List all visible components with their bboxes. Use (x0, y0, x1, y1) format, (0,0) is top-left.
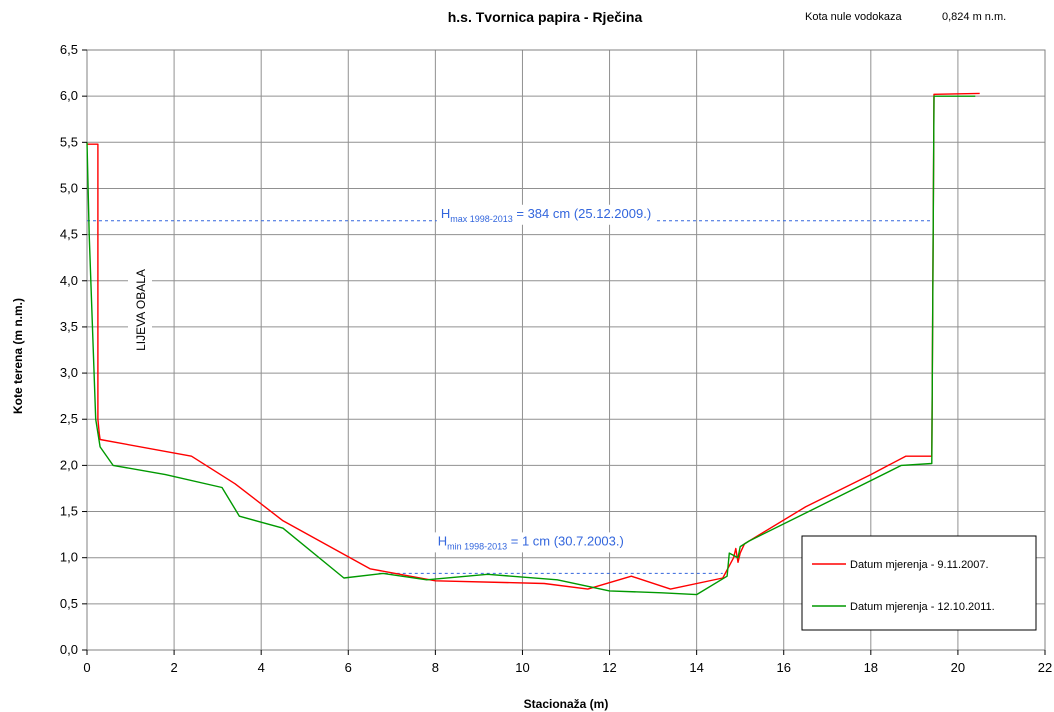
y-tick-label: 4,0 (60, 273, 78, 288)
x-axis-label: Stacionaža (m) (524, 697, 609, 711)
plot-area (86, 49, 1046, 651)
y-tick-label: 1,5 (60, 504, 78, 519)
chart-title: h.s. Tvornica papira - Rječina (448, 9, 643, 25)
x-tick-label: 8 (432, 660, 439, 675)
x-tick-label: 12 (602, 660, 616, 675)
x-tick-label: 22 (1038, 660, 1052, 675)
axis-ticks: 0 2 4 6 8 10 12 14 16 18 20 22 0,0 0,5 1,0 1,5 2,0 2,5 3,0… (60, 42, 1052, 675)
y-tick-label: 6,0 (60, 88, 78, 103)
y-tick-label: 0,0 (60, 642, 78, 657)
x-tick-label: 4 (258, 660, 265, 675)
y-tick-label: 4,5 (60, 227, 78, 242)
y-axis-label: Kote terena (m n.m.) (11, 298, 25, 414)
y-tick-label: 1,0 (60, 550, 78, 565)
y-tick-label: 5,0 (60, 180, 78, 195)
legend: Datum mjerenja - 9.11.2007. Datum mjeren… (801, 535, 1037, 631)
y-tick-label: 5,5 (60, 134, 78, 149)
reference-lines: Hmax 1998-2013 = 384 cm (25.12.2009.) Hmi… (87, 204, 932, 574)
x-tick-label: 14 (689, 660, 703, 675)
annotation-background (433, 532, 628, 553)
bank-label: LIJEVA OBALA (134, 269, 148, 351)
annotation-background (436, 204, 656, 225)
data-series (86, 92, 980, 596)
legend-label-2011: Datum mjerenja - 12.10.2011. (850, 601, 995, 613)
x-tick-label: 16 (776, 660, 790, 675)
series-line-2007 (87, 92, 980, 590)
x-tick-label: 10 (515, 660, 529, 675)
y-tick-label: 2,5 (60, 411, 78, 426)
legend-box (801, 535, 1037, 631)
y-tick-label: 3,5 (60, 319, 78, 334)
series-line-2011 (86, 95, 976, 596)
y-tick-label: 2,0 (60, 457, 78, 472)
y-tick-label: 6,5 (60, 42, 78, 57)
hmin-label: Hmin 1998-2013 = 1 cm (30.7.2003.) (438, 533, 624, 551)
legend-label-2007: Datum mjerenja - 9.11.2007. (850, 559, 989, 571)
x-tick-label: 18 (864, 660, 878, 675)
x-tick-label: 2 (170, 660, 177, 675)
x-tick-label: 6 (345, 660, 352, 675)
y-tick-label: 3,0 (60, 365, 78, 380)
zero-gauge-label: Kota nule vodokaza (805, 11, 903, 23)
x-tick-label: 20 (951, 660, 965, 675)
y-tick-label: 0,5 (60, 596, 78, 611)
zero-gauge-value: 0,824 m n.m. (942, 11, 1006, 23)
x-tick-label: 0 (83, 660, 90, 675)
hmax-label: Hmax 1998-2013 = 384 cm (25.12.2009.) (441, 206, 651, 224)
bank-label-background (128, 262, 152, 372)
